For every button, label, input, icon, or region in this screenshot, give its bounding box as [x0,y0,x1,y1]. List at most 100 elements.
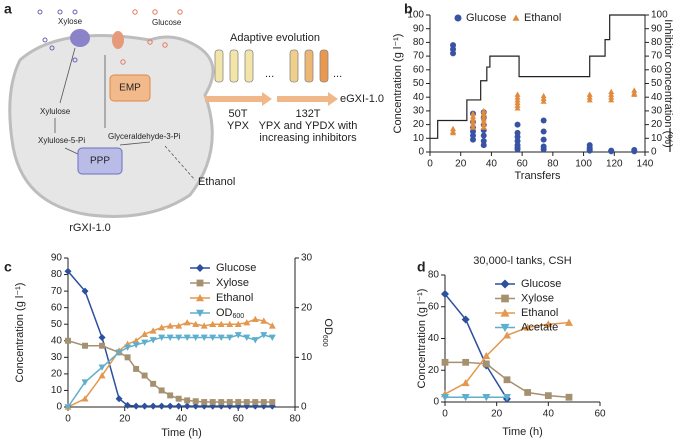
data-point [260,317,268,324]
data-point [158,324,166,331]
data-point [586,147,593,154]
data-point [192,402,200,410]
data-point [441,290,449,299]
y-tick-label: 60 [51,302,63,313]
x-axis-label: Time (h) [502,426,543,438]
data-point [544,320,553,328]
data-point [209,320,217,328]
legend-label: Xylose [521,292,554,304]
x-tick-label: 80 [289,414,301,425]
x-tick-label: 60 [233,414,245,425]
y2-tick-label: 0 [651,147,657,158]
data-point [461,378,470,387]
data-point [480,124,487,130]
data-point [480,121,487,127]
y-tick-label: 0 [418,147,424,158]
legend-label: Glucose [521,278,561,290]
legend-marker [454,14,462,22]
xylose-transporter [70,29,90,47]
data-point [482,360,490,368]
data-point [252,399,259,406]
label: YPX and YPDX with [259,120,358,132]
y2-axis-label: OD600 [321,318,334,346]
data-point [201,399,208,406]
data-point [450,42,457,49]
y-tick-label: 90 [51,253,63,264]
data-point [158,402,166,410]
y2-tick-label: 80 [651,37,663,48]
data-point [450,50,457,57]
data-point [132,402,140,410]
data-point [470,132,476,139]
data-point [81,287,89,295]
data-point [175,322,183,329]
label: EMP [119,83,141,94]
data-point [149,327,157,334]
data-point [544,392,552,400]
label: rGXI-1.0 [69,222,111,234]
legend-label: Ethanol [524,12,561,24]
data-point [540,136,547,143]
data-point [514,102,521,108]
y-tick-label: 40 [428,333,440,344]
y2-tick-label: 0 [301,402,307,413]
data-point [441,358,449,366]
legend-marker [196,279,204,287]
label: YPX [227,120,250,132]
data-point [166,334,174,341]
data-point [218,399,225,406]
data-point [461,394,470,402]
data-point [175,402,183,410]
y-tick-label: 70 [51,286,63,297]
data-point [192,320,200,328]
data-point [268,322,276,329]
arrows [54,47,196,181]
y-tick-label: 30 [413,106,425,117]
data-point [631,91,638,97]
y-tick-label: 40 [413,92,425,103]
data-point [608,94,615,100]
data-point [99,342,106,349]
data-point [141,330,149,337]
data-point [540,95,547,101]
data-point [462,358,470,366]
legend-marker [501,294,509,303]
y2-tick-label: 30 [301,253,313,264]
y2-tick-label: 10 [651,133,663,144]
x-tick-label: 40 [486,159,498,170]
data-point [514,121,521,128]
data-point [523,323,532,331]
y2-tick-label: 40 [651,92,663,103]
data-point [98,364,106,371]
x-tick-label: 40 [543,409,555,420]
data-point [480,113,487,119]
data-point [132,342,140,349]
y-tick-label: 0 [56,402,62,413]
data-point [540,92,547,99]
data-point [81,395,89,402]
data-point [470,128,476,135]
y-tick-label: 20 [51,369,63,380]
y2-axis-label: Inhibitor concentration (%) [662,19,674,147]
x-tick-label: 60 [517,159,529,170]
data-point [470,118,476,125]
series-line [67,340,273,403]
y-tick-label: 0 [433,397,439,408]
legend-label: Acetate [521,321,558,333]
x-axis-label: Time (h) [161,427,202,439]
x-tick-label: 0 [427,159,433,170]
data-point [470,116,476,122]
legend-marker [512,14,520,21]
data-point [200,334,208,341]
y-tick-label: 80 [413,37,425,48]
legend-label: Xylose [216,277,249,289]
data-point [514,138,521,145]
data-point [470,121,476,127]
data-point [608,91,615,97]
data-point [166,322,174,329]
y-axis-label: Concentration (g l⁻¹) [14,283,26,383]
data-point [514,133,521,140]
data-point [565,318,573,326]
data-point [480,110,487,117]
